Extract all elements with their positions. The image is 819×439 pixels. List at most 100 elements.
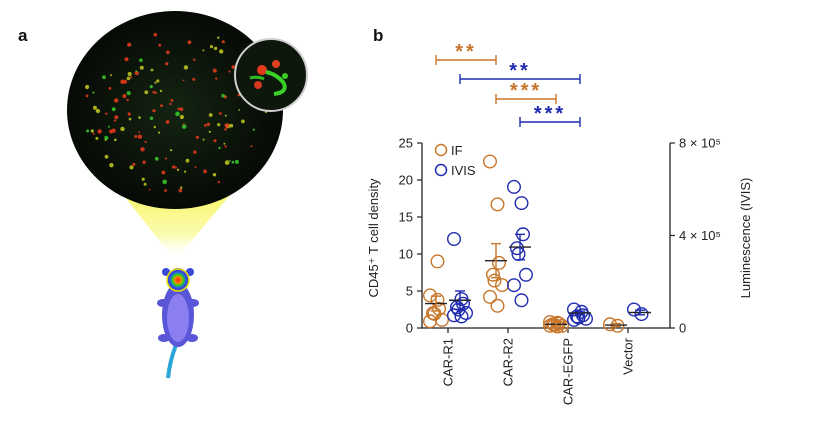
cell	[92, 132, 95, 135]
cell	[212, 68, 217, 73]
cell	[138, 131, 141, 133]
significance-layer: **********	[435, 41, 581, 127]
data-point	[430, 254, 445, 269]
data-point	[519, 267, 534, 282]
cell	[158, 131, 161, 134]
cell	[152, 90, 156, 94]
cell	[219, 112, 222, 115]
cell	[208, 130, 211, 133]
y2-tick-label: 0	[679, 321, 686, 336]
legend-marker-if	[434, 143, 448, 157]
cell	[241, 119, 245, 124]
cell	[179, 114, 184, 120]
cell	[182, 79, 185, 82]
cell	[161, 170, 166, 175]
cell	[177, 107, 181, 111]
data-point	[447, 308, 462, 323]
y-tick-label: 0	[406, 321, 413, 336]
cell	[217, 36, 220, 39]
cell	[204, 124, 207, 127]
cell	[219, 49, 224, 54]
cell	[140, 147, 145, 152]
cell	[174, 166, 177, 169]
cell	[134, 135, 138, 138]
cell	[224, 145, 227, 148]
cell	[114, 138, 117, 142]
cell	[179, 107, 184, 111]
cell	[120, 126, 125, 132]
cell	[165, 62, 169, 66]
cell	[229, 123, 234, 128]
data-point	[490, 197, 505, 212]
cell	[154, 81, 157, 84]
cell	[224, 123, 230, 128]
cell	[95, 136, 99, 140]
microscopy-image	[67, 11, 283, 209]
cell	[153, 32, 158, 37]
data-point	[507, 179, 522, 194]
cell	[127, 71, 132, 77]
cell	[183, 65, 189, 70]
cell	[154, 156, 159, 161]
cell	[129, 165, 134, 170]
cell	[217, 123, 221, 127]
data-point	[423, 314, 438, 329]
cell	[90, 129, 94, 133]
significance-stars: **	[509, 60, 531, 82]
data-point	[492, 255, 507, 270]
cell	[127, 112, 131, 116]
data-point	[610, 318, 625, 333]
cell	[128, 117, 132, 121]
data-point	[570, 309, 585, 324]
cell	[152, 109, 156, 113]
cell	[104, 154, 109, 159]
cell	[202, 49, 205, 52]
cell	[165, 120, 170, 124]
data-point	[486, 267, 501, 282]
cell	[156, 79, 160, 83]
cell	[184, 170, 187, 173]
cell	[170, 149, 173, 152]
cell	[104, 135, 109, 140]
cell	[126, 98, 129, 102]
cell	[185, 158, 190, 163]
cell	[162, 179, 167, 185]
data-point	[514, 293, 529, 308]
x-tick-label: CAR-R1	[441, 338, 456, 386]
cell	[224, 160, 230, 165]
cell	[231, 160, 235, 164]
y-axis-label: CD45⁺ T cell density	[366, 178, 381, 298]
data-point	[514, 196, 529, 211]
cell	[149, 85, 153, 89]
cell	[150, 68, 154, 72]
x-tick-label: CAR-EGFP	[561, 338, 576, 405]
cell	[111, 107, 116, 112]
data-point	[507, 278, 522, 293]
cell	[224, 128, 227, 131]
x-tick-label: CAR-R2	[501, 338, 516, 386]
cell	[153, 125, 156, 129]
cell	[126, 76, 131, 81]
cell	[238, 109, 241, 111]
cell	[215, 77, 218, 80]
cell	[223, 142, 226, 145]
cell	[144, 140, 147, 143]
cell	[217, 180, 220, 184]
cell	[149, 116, 154, 121]
cell	[144, 90, 149, 95]
data-point	[483, 289, 498, 304]
cell	[195, 135, 199, 139]
cell	[202, 138, 205, 141]
y-tick-label: 10	[399, 247, 413, 262]
cell	[208, 113, 213, 117]
y-tick-label: 25	[399, 136, 413, 151]
cell	[164, 189, 168, 192]
cell	[114, 98, 119, 103]
cell	[132, 162, 136, 166]
cell	[182, 123, 185, 125]
legend: IF IVIS	[434, 143, 476, 178]
data-point	[550, 319, 565, 334]
mouse-ivis-image	[157, 268, 199, 379]
y2-tick-label: 4 × 10⁵	[679, 228, 721, 243]
